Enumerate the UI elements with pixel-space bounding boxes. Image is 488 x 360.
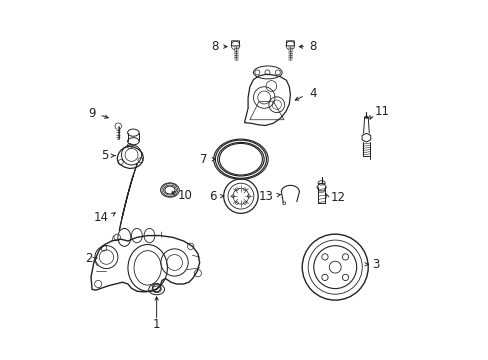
Text: 4: 4 xyxy=(308,87,316,100)
Text: 3: 3 xyxy=(371,258,378,271)
Text: 7: 7 xyxy=(200,153,207,166)
Text: 13: 13 xyxy=(259,190,273,203)
Text: 9: 9 xyxy=(88,107,96,120)
Text: 2: 2 xyxy=(84,252,92,265)
Text: 8: 8 xyxy=(211,40,218,53)
Text: 11: 11 xyxy=(373,105,388,118)
Text: 10: 10 xyxy=(178,189,193,202)
Text: 1: 1 xyxy=(153,318,160,331)
Text: 5: 5 xyxy=(102,149,109,162)
PathPatch shape xyxy=(119,164,137,230)
Text: 6: 6 xyxy=(208,190,216,203)
Text: 14: 14 xyxy=(93,211,108,224)
Text: 12: 12 xyxy=(330,192,345,204)
Text: 8: 8 xyxy=(308,40,316,53)
